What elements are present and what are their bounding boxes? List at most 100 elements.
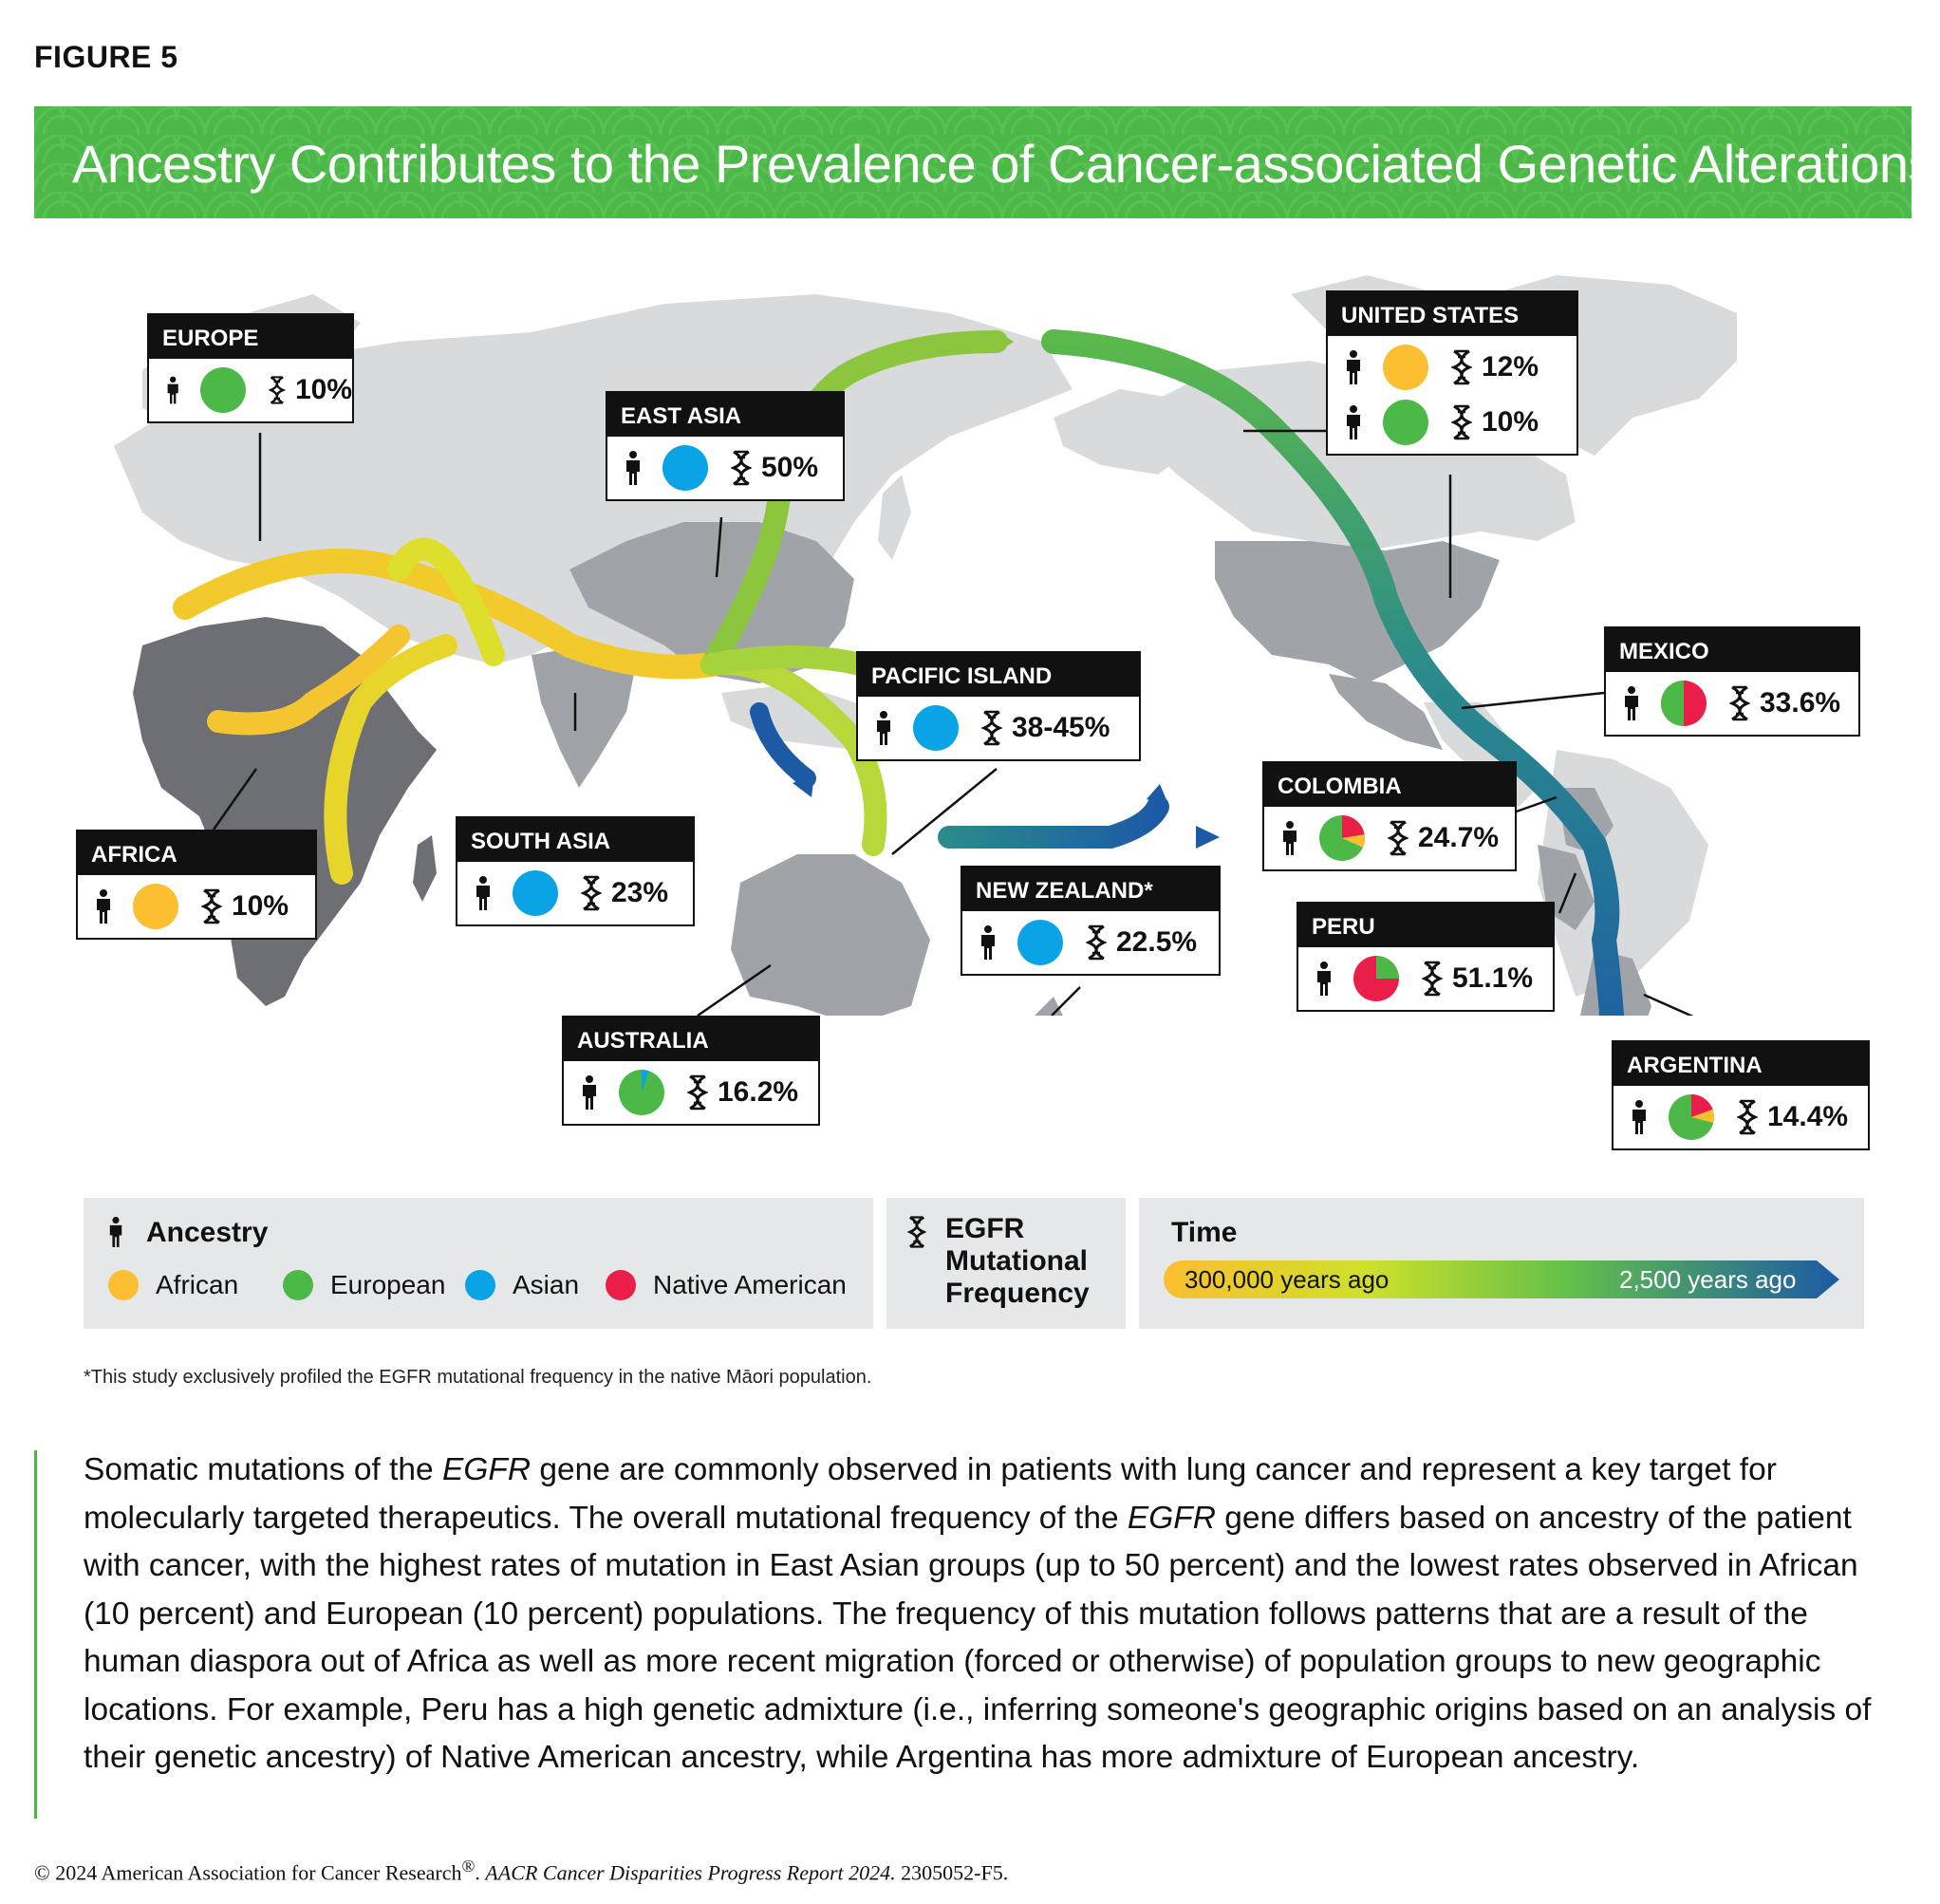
ancestry-dot-asian bbox=[662, 445, 708, 491]
legend-time-title: Time bbox=[1171, 1217, 1238, 1248]
region-name: AUSTRALIA bbox=[564, 1017, 818, 1061]
region-box-australia: AUSTRALIA 16.2% bbox=[562, 1016, 820, 1126]
legend-swatch bbox=[606, 1270, 636, 1300]
ancestry-dot-african bbox=[1383, 345, 1428, 390]
person-icon bbox=[109, 1217, 122, 1247]
ancestry-pie bbox=[619, 1070, 664, 1115]
time-end-label: 2,500 years ago bbox=[1619, 1265, 1797, 1294]
ancestry-dot-asian bbox=[1017, 920, 1063, 965]
egfr-frequency: 12% bbox=[1482, 351, 1539, 383]
arrowhead bbox=[1147, 784, 1169, 807]
legend-swatch bbox=[108, 1270, 139, 1300]
person-icon bbox=[981, 925, 995, 960]
arrowhead bbox=[1196, 826, 1220, 849]
dna-icon bbox=[581, 875, 602, 911]
dna-icon bbox=[1388, 820, 1408, 856]
region-name: AFRICA bbox=[78, 831, 315, 875]
region-box-peru: PERU 51.1% bbox=[1296, 902, 1555, 1012]
person-icon bbox=[167, 376, 178, 404]
person-icon bbox=[877, 711, 890, 745]
legend-item-asian: Asian bbox=[465, 1270, 579, 1300]
region-name: UNITED STATES bbox=[1328, 292, 1576, 336]
egfr-frequency: 22.5% bbox=[1116, 926, 1198, 958]
region-box-europe: EUROPE 10% bbox=[147, 313, 354, 423]
ancestry-dot-european bbox=[200, 367, 247, 413]
migration-routes bbox=[173, 329, 1625, 1016]
person-icon bbox=[97, 889, 110, 924]
egfr-frequency: 33.6% bbox=[1760, 687, 1841, 719]
dna-icon bbox=[1729, 685, 1750, 721]
paragraph-accent-bar bbox=[34, 1450, 37, 1819]
dna-icon bbox=[1422, 961, 1443, 997]
footnote: *This study exclusively profiled the EGF… bbox=[84, 1367, 872, 1388]
region-box-new-zealand: NEW ZEALAND* 22.5% bbox=[961, 866, 1221, 976]
egfr-frequency: 38-45% bbox=[1012, 712, 1110, 743]
page-title: Ancestry Contributes to the Prevalence o… bbox=[72, 134, 1912, 194]
region-box-united-states: UNITED STATES 12% 10% bbox=[1326, 290, 1578, 456]
arrowhead bbox=[793, 774, 814, 797]
ancestry-dot-asian bbox=[913, 705, 959, 751]
region-box-argentina: ARGENTINA 14.4% bbox=[1612, 1040, 1870, 1150]
egfr-frequency: 51.1% bbox=[1452, 962, 1534, 994]
ancestry-pie bbox=[1661, 681, 1707, 726]
region-name: COLOMBIA bbox=[1264, 763, 1515, 807]
egfr-frequency: 16.2% bbox=[718, 1076, 799, 1108]
region-name: NEW ZEALAND* bbox=[962, 868, 1219, 911]
legend-egfr: EGFR Mutational Frequency bbox=[886, 1198, 1126, 1329]
region-box-pacific-island: PACIFIC ISLAND 38-45% bbox=[856, 651, 1141, 761]
person-icon bbox=[476, 876, 490, 910]
legend-item-native-american: Native American bbox=[606, 1270, 847, 1300]
region-box-south-asia: SOUTH ASIA 23% bbox=[456, 816, 695, 926]
region-name: PACIFIC ISLAND bbox=[858, 653, 1139, 697]
dna-icon bbox=[1086, 924, 1107, 961]
legend-swatch bbox=[465, 1270, 495, 1300]
legend-item-european: European bbox=[283, 1270, 445, 1300]
egfr-frequency: 10% bbox=[294, 374, 352, 405]
dna-icon bbox=[269, 376, 286, 404]
region-box-colombia: COLOMBIA 24.7% bbox=[1262, 761, 1517, 871]
copyright: © 2024 American Association for Cancer R… bbox=[34, 1857, 1009, 1885]
banner-wave-pattern bbox=[34, 106, 1912, 218]
region-name: EUROPE bbox=[149, 315, 352, 359]
egfr-frequency: 10% bbox=[232, 890, 289, 922]
legend-swatch bbox=[283, 1270, 313, 1300]
figure-label: FIGURE 5 bbox=[34, 40, 178, 74]
person-icon bbox=[583, 1075, 596, 1110]
dna-icon bbox=[981, 710, 1002, 746]
leader-lines bbox=[212, 429, 1694, 1016]
region-name: MEXICO bbox=[1606, 628, 1858, 672]
person-icon bbox=[1347, 405, 1360, 439]
dna-icon bbox=[907, 1216, 926, 1248]
dna-icon bbox=[731, 450, 752, 486]
time-gradient-arrow bbox=[1164, 1260, 1839, 1298]
person-icon bbox=[1347, 350, 1360, 384]
region-name: EAST ASIA bbox=[607, 393, 843, 437]
dna-icon bbox=[1737, 1099, 1758, 1135]
person-icon bbox=[1632, 1100, 1646, 1134]
legend-item-african: African bbox=[108, 1270, 238, 1300]
time-start-label: 300,000 years ago bbox=[1185, 1265, 1390, 1294]
region-box-africa: AFRICA 10% bbox=[76, 830, 317, 940]
egfr-frequency: 50% bbox=[761, 452, 819, 483]
person-icon bbox=[1317, 961, 1331, 996]
egfr-frequency: 24.7% bbox=[1418, 822, 1500, 853]
person-icon bbox=[1625, 686, 1638, 720]
description-paragraph: Somatic mutations of the EGFR gene are c… bbox=[84, 1452, 1872, 1775]
dna-icon bbox=[201, 888, 222, 924]
dna-icon bbox=[1451, 404, 1472, 440]
ancestry-dot-european bbox=[1383, 400, 1428, 445]
egfr-frequency: 23% bbox=[611, 877, 669, 908]
ancestry-pie bbox=[1669, 1094, 1714, 1140]
landmass-medium bbox=[532, 522, 1651, 1016]
region-name: ARGENTINA bbox=[1614, 1042, 1868, 1086]
dna-icon bbox=[687, 1074, 708, 1111]
ancestry-pie bbox=[1353, 956, 1399, 1001]
region-box-mexico: MEXICO 33.6% bbox=[1604, 626, 1860, 737]
ancestry-dot-african bbox=[133, 884, 178, 929]
person-icon bbox=[1283, 821, 1296, 855]
arrowhead bbox=[997, 330, 1014, 353]
ancestry-pie bbox=[1319, 815, 1365, 861]
legend-egfr-title: EGFR Mutational Frequency bbox=[945, 1213, 1090, 1309]
dna-icon bbox=[1451, 349, 1472, 385]
region-name: SOUTH ASIA bbox=[457, 818, 693, 862]
